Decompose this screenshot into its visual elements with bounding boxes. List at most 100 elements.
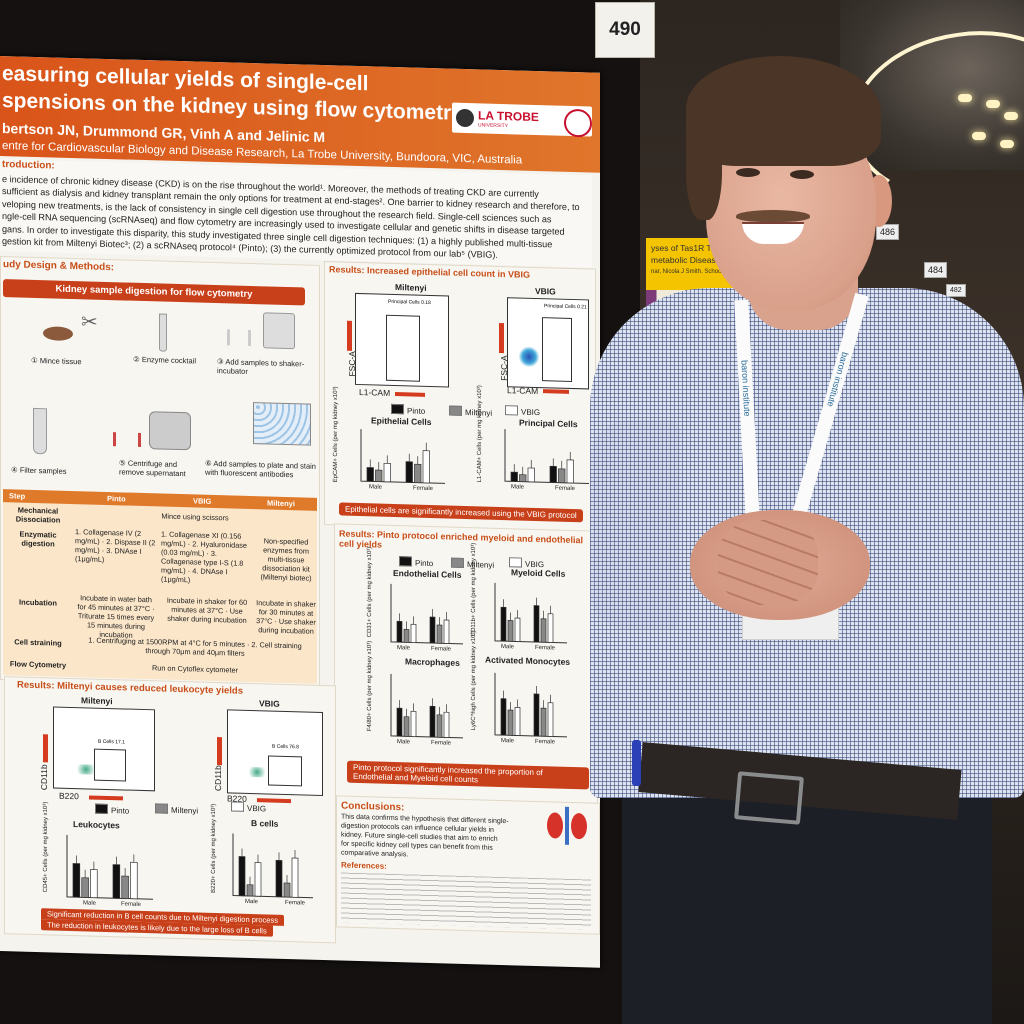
board-number: 490 (609, 19, 641, 40)
bar (81, 877, 89, 898)
y-axis-label: F4/80+ Cells (per mg kidney x10³) (367, 640, 373, 732)
y-axis-label: CD45+ Cells (per mg kidney x10³) (43, 801, 49, 893)
bar (533, 693, 540, 737)
table-row-label: Cell straining (14, 637, 62, 648)
step-1-label: Mince tissue (39, 356, 82, 367)
intro-text: e incidence of chronic kidney disease (C… (2, 173, 592, 264)
bar (396, 620, 403, 643)
y-axis-label: Ly6C^high Cells (per mg kidney x10³) (471, 630, 477, 731)
bar (436, 714, 443, 738)
arrow-up-icon (347, 320, 352, 351)
bar (527, 467, 535, 483)
step-6-label: Add samples to plate and stain with fluo… (205, 458, 316, 480)
step-3: ③ Add samples to shaker-incubator (217, 357, 305, 376)
bar (507, 620, 514, 642)
gate (542, 317, 572, 382)
group-label: Male (511, 484, 525, 491)
bar (500, 606, 507, 642)
methods-heading: udy Design & Methods: (3, 259, 115, 274)
chart-title-endothelial: Endothelial Cells (393, 567, 462, 580)
shaker-incubator-icon (263, 312, 295, 350)
vessel-icon (565, 806, 569, 845)
chart-title-macrophages: Macrophages (405, 656, 460, 668)
flow-plot-miltenyi: Principal Cells 0.18 (355, 292, 449, 388)
legend-pinto: Pinto (391, 403, 426, 416)
group-label: Male (369, 484, 383, 491)
chart-title-myeloid: Myeloid Cells (511, 567, 566, 579)
tubes-icon (227, 329, 251, 347)
introduction-panel: troduction: e incidence of chronic kidne… (0, 159, 592, 268)
bar-chart-b-cells (232, 833, 313, 899)
res2-conclusion: Pinto protocol significantly increased t… (347, 760, 589, 790)
cell-density-blob (74, 764, 98, 775)
bar (238, 856, 246, 897)
flow-plot-title: VBIG (259, 698, 280, 709)
table-cell: Run on Cytoflex cytometer (152, 663, 238, 675)
step-3-label: Add samples to shaker-incubator (217, 357, 305, 376)
cell-density-blob (246, 766, 268, 778)
group-label: Female (535, 644, 556, 652)
person-eye (790, 170, 814, 179)
bar (414, 463, 422, 484)
bar (275, 859, 283, 898)
person-smile (742, 222, 804, 244)
gate (386, 314, 420, 382)
chart-title-b-cells: B cells (251, 818, 279, 829)
table-row-label: Enzymatic digestion (19, 529, 57, 549)
gate-label: Principal Cells 0.18 (388, 298, 431, 307)
gate-label: Principal Cells 0.21 (544, 303, 587, 311)
conclusions-panel: Conclusions: This data confirms the hypo… (336, 795, 600, 935)
gate-label: B Cells 17.1 (98, 738, 125, 746)
kidney-icon (43, 326, 73, 342)
bar (514, 707, 521, 736)
bar (375, 469, 383, 483)
group-label: Female (555, 485, 576, 493)
y-axis-label: B220+ Cells (per mg kidney x10³) (211, 803, 217, 894)
table-cell: Incubate in water bath for 45 minutes at… (77, 593, 155, 640)
chart-title-leukocytes: Leukocytes (73, 819, 120, 831)
arrow-up-icon (217, 737, 222, 766)
y-axis-label: FSC-A (498, 355, 509, 381)
table-header-pinto: Pinto (107, 493, 126, 504)
legend-pinto: Pinto (399, 556, 433, 568)
flow-plot-title: VBIG (535, 285, 556, 297)
intro-heading: troduction: (2, 159, 55, 172)
group-label: Male (397, 645, 411, 652)
step-5-label: Centrifuge and remove supernatant (119, 458, 186, 479)
bar (121, 875, 129, 899)
board-tag: 486 (876, 224, 900, 240)
tube-icon (159, 313, 167, 352)
bar-chart-principal (504, 429, 589, 484)
belt-buckle (734, 771, 804, 825)
bar (403, 716, 410, 737)
bar (547, 702, 554, 737)
arrow-right-icon (395, 392, 425, 397)
neighbor-poster-title: yses of Tas1R Taste (651, 243, 727, 253)
y-axis-label: CD11b (38, 764, 49, 791)
logo-sub: UNIVERSITY (478, 122, 509, 130)
bar (443, 619, 450, 644)
legend-label: Pinto (407, 406, 426, 416)
kidney-left-icon (547, 812, 563, 839)
step-4: ④ Filter samples (11, 465, 67, 476)
table-row-label: Incubation (19, 597, 57, 608)
bar (422, 450, 430, 484)
gate (94, 748, 126, 782)
person-sleeve (590, 420, 680, 630)
table-header-step: Step (9, 491, 26, 501)
bar (540, 618, 547, 643)
bar (500, 698, 507, 736)
bar (507, 709, 514, 736)
bar (366, 467, 374, 482)
bar (291, 857, 299, 898)
bar (396, 707, 403, 737)
bar-chart-epithelial (360, 429, 445, 484)
chart-title-epithelial: Epithelial Cells (371, 415, 432, 428)
bar (410, 710, 417, 737)
legend-miltenyi: Miltenyi (449, 405, 492, 418)
legend-label: Pinto (415, 558, 434, 569)
legend-pinto: Pinto (95, 803, 129, 816)
table-cell: Non-specified enzymes from multi-tissue … (260, 536, 312, 583)
y-axis-label: FSC-A (346, 350, 357, 377)
y-axis-label: CD31+ Cells (per mg kidney x10³) (367, 546, 373, 638)
